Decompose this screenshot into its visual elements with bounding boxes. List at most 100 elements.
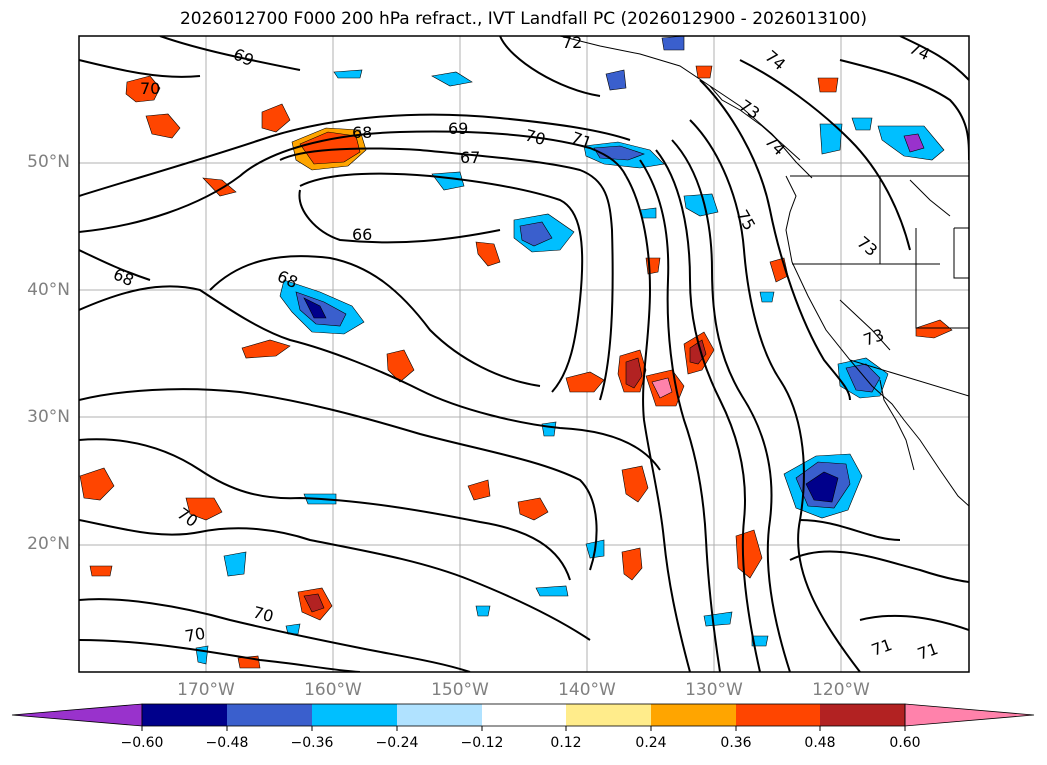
shade-blob [303, 593, 325, 613]
contour-label: 68 [110, 264, 136, 290]
colorbar-extend-low [11, 703, 143, 727]
shade-blob [467, 479, 491, 501]
colorbar-outline [141, 703, 906, 727]
contour-label: 70 [183, 624, 206, 646]
shade-blob [759, 291, 775, 303]
shade-blob [202, 177, 237, 197]
shade-blob [125, 75, 161, 103]
contour-label: 69 [448, 119, 468, 138]
shade-blob [851, 117, 873, 131]
contour-label: 70 [251, 603, 276, 627]
shade-blob [261, 103, 291, 133]
colorbar-tick-label: 0.24 [635, 735, 667, 751]
colorbar-tick-label: −0.24 [375, 735, 419, 751]
colorbar-extend-high [904, 703, 1035, 727]
shade-blob [651, 377, 673, 399]
contour-label: 70 [140, 79, 160, 98]
contour-label: 73 [853, 233, 881, 261]
contour-label: 74 [761, 131, 789, 159]
shade-blob [541, 421, 557, 437]
shade-blob [661, 36, 685, 51]
colorbar [11, 703, 1035, 731]
positive-anomaly-shading [79, 65, 953, 669]
colorbar-tick-label: 0.48 [804, 735, 836, 751]
colorbar-bin [820, 704, 905, 726]
colorbar-bin [651, 704, 736, 726]
colorbar-bin [566, 704, 651, 726]
colorbar-tick-label: −0.60 [120, 735, 164, 751]
colorbar-tick-label: 0.36 [720, 735, 752, 751]
colorbar-tick-label: 0.12 [550, 735, 582, 751]
shade-blob [431, 71, 473, 87]
shade-blob [333, 69, 363, 79]
shade-blob [475, 241, 501, 267]
shade-blob [299, 131, 361, 165]
shade-blob [303, 297, 327, 319]
contour-label: 74 [906, 38, 932, 64]
colorbar-tick-label: −0.12 [460, 735, 504, 751]
lon-label-140w: 140°W [558, 680, 616, 700]
shade-blob [621, 547, 643, 581]
shade-blob [621, 465, 649, 503]
lon-label-130w: 130°W [685, 680, 743, 700]
contour-label: 68 [352, 123, 372, 142]
shade-blob [605, 69, 627, 91]
lon-label-150w: 150°W [431, 680, 489, 700]
colorbar-tick-label: −0.48 [205, 735, 249, 751]
shade-blob [625, 357, 643, 389]
lon-label-170w: 170°W [177, 680, 235, 700]
shade-blob [185, 497, 223, 521]
lat-label-30n: 30°N [27, 407, 70, 427]
shade-blob [535, 585, 569, 597]
contour-label: 66 [352, 225, 372, 244]
contour-label: 73 [861, 325, 887, 350]
lat-label-50n: 50°N [27, 152, 70, 172]
shade-blob [79, 467, 115, 501]
shade-blob [519, 221, 553, 247]
lat-label-20n: 20°N [27, 534, 70, 554]
coastlines [559, 36, 969, 507]
lon-label-120w: 120°W [812, 680, 870, 700]
colorbar-bin [227, 704, 312, 726]
contour-label: 67 [460, 148, 480, 167]
refractivity-contours [79, 36, 969, 672]
colorbar-bin [397, 704, 482, 726]
shade-blob [285, 623, 301, 635]
shade-blob [517, 497, 549, 521]
shade-blob [223, 551, 247, 577]
shade-blob [805, 471, 839, 503]
colorbar-bin [142, 704, 227, 726]
shade-blob [817, 77, 839, 93]
contour-label: 74 [761, 47, 789, 75]
shade-blob [751, 635, 769, 647]
shade-blob [475, 605, 491, 617]
shade-blob [695, 65, 713, 79]
shade-blob [683, 193, 719, 217]
colorbar-bin [482, 704, 566, 726]
map-title: 2026012700 F000 200 hPa refract., IVT La… [179, 9, 867, 29]
map-frame [78, 35, 970, 673]
colorbar-bin [312, 704, 397, 726]
shade-blob [431, 171, 465, 191]
graticule [79, 36, 969, 672]
lat-label-40n: 40°N [27, 280, 70, 300]
colorbar-bin [736, 704, 820, 726]
contour-label: 72 [562, 33, 582, 52]
map-plot-area [79, 36, 969, 672]
shade-blob [89, 565, 113, 577]
contour-label: 71 [869, 635, 895, 660]
colorbar-tick-label: −0.36 [290, 735, 334, 751]
shade-blob [915, 319, 953, 339]
shade-blob [819, 123, 843, 155]
lon-label-160w: 160°W [304, 680, 362, 700]
contour-label: 75 [733, 207, 760, 234]
shade-blob [386, 349, 415, 383]
contour-label: 73 [736, 96, 764, 123]
negative-anomaly-shading [195, 36, 945, 665]
contour-label: 69 [230, 44, 256, 70]
contour-label: 70 [523, 126, 548, 150]
shade-blob [565, 371, 605, 393]
shade-blob [241, 339, 291, 359]
shade-blob [703, 611, 733, 627]
